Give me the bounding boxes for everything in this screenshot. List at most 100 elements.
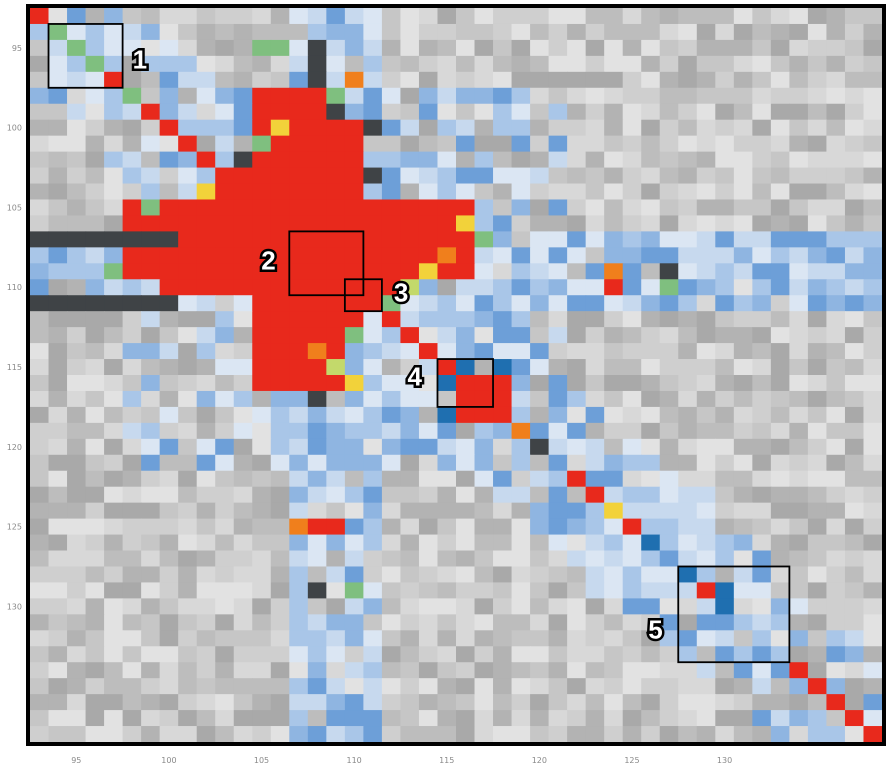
heatmap-cell	[789, 582, 809, 599]
heatmap-cell	[159, 662, 179, 679]
heatmap-cell	[252, 422, 272, 440]
heatmap-cell	[752, 151, 772, 169]
heatmap-cell	[604, 438, 624, 456]
heatmap-cell	[85, 231, 105, 248]
heatmap-cell	[789, 614, 809, 631]
heatmap-cell	[622, 103, 642, 121]
x-tick-label: 110	[346, 756, 361, 765]
heatmap-cell	[196, 119, 216, 137]
heatmap-cell	[67, 343, 87, 360]
heatmap-cell	[696, 630, 716, 647]
heatmap-cell	[48, 215, 68, 232]
heatmap-cell	[826, 470, 846, 488]
heatmap-cell	[30, 359, 50, 376]
heatmap-cell	[585, 359, 605, 376]
heatmap-cell	[344, 726, 364, 743]
heatmap-cell	[418, 678, 439, 695]
heatmap-cell	[418, 534, 439, 552]
heatmap-cell	[67, 630, 87, 647]
heatmap-cell	[363, 438, 383, 456]
heatmap-cell	[289, 135, 309, 153]
heatmap-cell	[844, 183, 865, 201]
heatmap-cell	[511, 343, 531, 360]
heatmap-cell	[530, 327, 550, 344]
heatmap-cell	[530, 598, 550, 615]
heatmap-cell	[326, 390, 346, 408]
heatmap-cell	[196, 8, 216, 25]
heatmap-cell	[30, 678, 50, 695]
heatmap-cell	[493, 646, 513, 663]
heatmap-cell	[641, 231, 661, 248]
heatmap-cell	[48, 502, 68, 520]
heatmap-cell	[456, 630, 476, 647]
heatmap-cell	[511, 199, 531, 217]
heatmap-cell	[789, 151, 809, 169]
heatmap-cell	[659, 295, 679, 312]
heatmap-cell	[289, 8, 309, 25]
heatmap-cell	[363, 135, 383, 153]
heatmap-cell	[474, 470, 494, 488]
heatmap-cell	[363, 678, 383, 695]
heatmap-cell	[604, 183, 624, 201]
heatmap-cell	[807, 566, 828, 584]
heatmap-cell	[104, 470, 124, 488]
heatmap-cell	[567, 486, 587, 504]
heatmap-cell	[270, 327, 290, 344]
heatmap-cell	[622, 119, 642, 137]
heatmap-cell	[789, 71, 809, 89]
heatmap-cell	[233, 390, 253, 408]
heatmap-cell	[752, 231, 772, 248]
heatmap-cell	[585, 454, 605, 472]
heatmap-cell	[789, 247, 809, 264]
heatmap-cell	[30, 263, 50, 280]
heatmap-cell	[381, 694, 402, 711]
heatmap-cell	[104, 550, 124, 568]
heatmap-cell	[770, 726, 790, 743]
heatmap-cell	[30, 343, 50, 360]
heatmap-cell	[752, 55, 772, 73]
heatmap-cell	[511, 231, 531, 248]
heatmap-cell	[622, 343, 642, 360]
heatmap-cell	[641, 454, 661, 472]
heatmap-cell	[141, 375, 161, 392]
heatmap-cell	[85, 167, 105, 185]
heatmap-cell	[307, 630, 327, 647]
heatmap-cell	[215, 71, 235, 89]
heatmap-cell	[733, 295, 753, 312]
heatmap-cell	[233, 630, 253, 647]
heatmap-cell	[789, 438, 809, 456]
heatmap-cell	[437, 247, 457, 264]
heatmap-cell	[511, 103, 531, 121]
heatmap-cell	[363, 119, 383, 137]
heatmap-cell	[233, 263, 253, 280]
heatmap-cell	[456, 327, 476, 344]
heatmap-cell	[159, 422, 179, 440]
heatmap-cell	[104, 231, 124, 248]
heatmap-cell	[493, 422, 513, 440]
heatmap-cell	[641, 694, 661, 711]
heatmap-cell	[622, 327, 642, 344]
heatmap-cell	[715, 103, 735, 121]
heatmap-cell	[474, 534, 494, 552]
heatmap-cell	[715, 502, 735, 520]
heatmap-cell	[104, 71, 124, 89]
y-tick-label: 120	[7, 443, 22, 452]
heatmap-cell	[715, 135, 735, 153]
heatmap-cell	[67, 406, 87, 424]
heatmap-cell	[159, 598, 179, 615]
heatmap-cell	[770, 359, 790, 376]
heatmap-cell	[85, 630, 105, 647]
heatmap-cell	[567, 215, 587, 232]
heatmap-cell	[548, 662, 568, 679]
heatmap-cell	[696, 502, 716, 520]
heatmap-cell	[493, 630, 513, 647]
heatmap-cell	[844, 726, 865, 743]
heatmap-cell	[344, 71, 364, 89]
heatmap-cell	[622, 710, 642, 727]
heatmap-cell	[326, 646, 346, 663]
heatmap-cell	[548, 678, 568, 695]
heatmap-cell	[215, 422, 235, 440]
heatmap-cell	[344, 39, 364, 57]
heatmap-cell	[474, 406, 494, 424]
heatmap-cell	[863, 598, 883, 615]
